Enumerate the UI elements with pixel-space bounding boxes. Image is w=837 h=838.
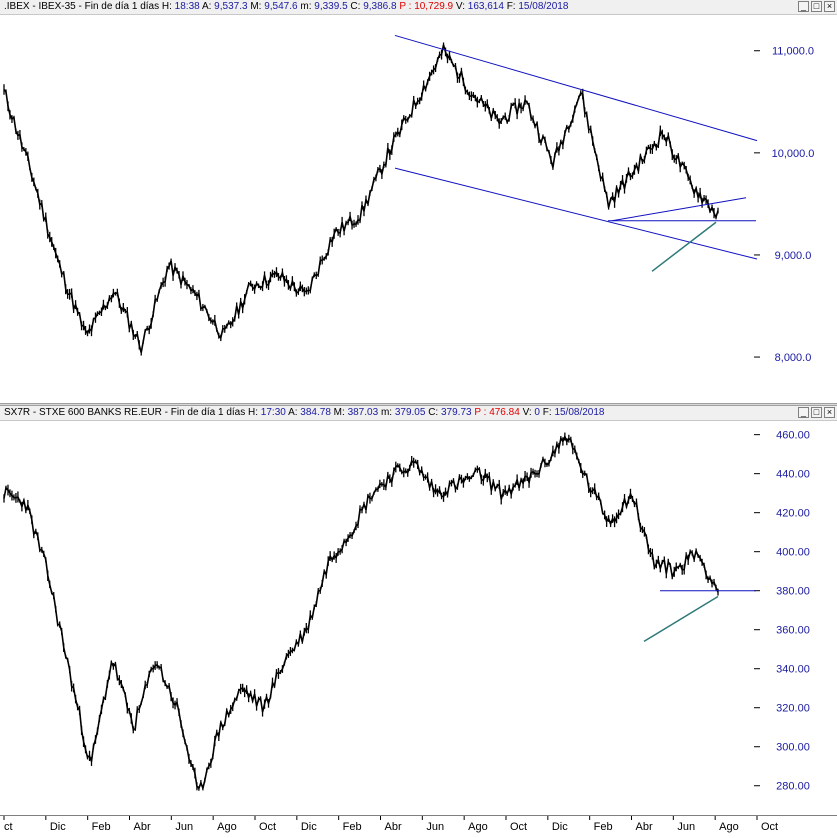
sx7r-symbol: SX7R [4,407,31,418]
y-tick-label: 280.00 [776,781,810,793]
x-tick-label: Oct [259,821,276,833]
y-tick-label: 420.00 [776,508,810,520]
ibex-chart[interactable]: 8,000.0 9,000.0 10,000.0 11,000.0 [0,15,837,403]
sx7r-f-label: F: [542,407,552,418]
ibex-mi-label: m: [300,1,312,12]
sx7r-mi-label: m: [380,407,393,418]
sx7r-header: SX7R - STXE 600 BANKS RE.EUR - Fin de dí… [0,406,837,421]
rising-line [611,197,747,222]
y-tick-label: 9,000.0 [775,250,812,262]
x-tick-label: Feb [92,821,111,833]
sx7r-m-value: 387.03 [347,407,379,418]
x-tick-label: Ago [719,821,739,833]
lower-channel-line [394,167,758,260]
y-tick-label: 360.00 [776,625,810,637]
ibex-maximize-button[interactable]: □ [811,1,822,12]
green-arrow-line [651,221,717,272]
ibex-h-value: 18:38 [174,1,200,12]
y-tick-label: 320.00 [776,703,810,715]
x-tick-label: Abr [134,821,151,833]
ibex-p-label: P : [399,1,412,12]
ibex-close-button[interactable]: × [824,1,835,12]
x-tick-label: ct [4,821,13,833]
ibex-period: Fin de día 1 días [84,1,160,12]
price-line [3,44,719,353]
x-tick-label: Abr [636,821,653,833]
ibex-f-value: 15/08/2018 [518,1,569,12]
ibex-m-label: M: [250,1,262,12]
sx7r-c-label: C: [428,407,439,418]
price-line [3,434,719,791]
x-tick-label: Abr [385,821,402,833]
x-tick-label: Feb [343,821,362,833]
ibex-v-label: V: [455,1,465,12]
ibex-window-controls: _ □ × [798,1,835,12]
time-axis: ct Dic Feb Abr Jun Ago Oct Dic Feb Abr Jun Ago Oct Di… [0,815,837,833]
ibex-f-label: F: [506,1,516,12]
sx7r-h-value: 17:30 [260,407,286,418]
x-tick-label: Oct [510,821,527,833]
ibex-p-value: 10,729.9 [414,1,454,12]
sx7r-v-value: 0 [534,407,540,418]
x-tick-label: Oct [761,821,778,833]
sx7r-maximize-button[interactable]: □ [811,407,822,418]
y-tick-label: 340.00 [776,664,810,676]
x-tick-label: Jun [677,821,695,833]
ibex-panel: .IBEX - IBEX-35 - Fin de día 1 días H: 1… [0,0,837,403]
y-tick-label: 11,000.0 [772,46,814,58]
x-tick-label: Jun [426,821,444,833]
sx7r-m-label: M: [333,407,345,418]
x-tick-label: Ago [468,821,488,833]
y-tick-label: 400.00 [776,547,810,559]
sx7r-a-value: 384.78 [300,407,331,418]
ibex-minimize-button[interactable]: _ [798,1,809,12]
ibex-a-value: 9,537.3 [214,1,248,12]
sx7r-h-label: H: [248,407,259,418]
ibex-header: .IBEX - IBEX-35 - Fin de día 1 días H: 1… [0,0,837,15]
sx7r-mi-value: 379.05 [394,407,426,418]
price-series [3,432,719,791]
sx7r-v-label: V: [522,407,532,418]
green-arrow-line-banks [643,595,719,643]
sx7r-c-value: 379.73 [440,407,472,418]
x-tick-label: Jun [175,821,193,833]
price-series [3,42,719,356]
y-tick-label: 300.00 [776,742,810,754]
sx7r-p-label: P : [474,407,487,418]
ibex-c-value: 9,386.8 [363,1,397,12]
sx7r-f-value: 15/08/2018 [554,407,605,418]
y-tick-label: 380.00 [776,586,810,598]
x-tick-label: Dic [301,821,317,833]
time-axis-labels: ct Dic Feb Abr Jun Ago Oct Dic Feb Abr Jun Ago Oct Di… [3,816,778,833]
sx7r-p-value: 476.84 [489,407,520,418]
sx7r-name: STXE 600 BANKS RE.EUR [39,407,162,418]
sx7r-period: Fin de día 1 días [170,407,246,418]
sx7r-close-button[interactable]: × [824,407,835,418]
x-tick-label: Dic [552,821,568,833]
panel-splitter[interactable] [0,403,837,406]
y-tick-label: 440.00 [776,469,810,481]
sx7r-window-controls: _ □ × [798,407,835,418]
sx7r-a-label: A: [288,407,298,418]
ibex-a-label: A: [201,1,212,12]
y-tick-label: 460.00 [776,430,810,442]
sx7r-minimize-button[interactable]: _ [798,407,809,418]
x-tick-label: Dic [50,821,66,833]
ibex-c-label: C: [350,1,361,12]
x-tick-label: Feb [594,821,613,833]
sx7r-chart[interactable]: 280.00 300.00 320.00 340.00 360.00 380.00 400.… [0,421,837,815]
ibex-name: IBEX-35 [38,1,76,12]
y-tick-label: 10,000.0 [772,148,815,160]
ibex-symbol: .IBEX [4,1,30,12]
sx7r-panel: SX7R - STXE 600 BANKS RE.EUR - Fin de dí… [0,406,837,815]
x-tick-label: Ago [217,821,237,833]
ibex-v-value: 163,614 [467,1,504,12]
ibex-h-label: H: [161,1,172,12]
y-tick-label: 8,000.0 [775,352,812,364]
ibex-m-value: 9,547.6 [264,1,298,12]
upper-channel-line [394,34,758,142]
ibex-mi-value: 9,339.5 [314,1,348,12]
